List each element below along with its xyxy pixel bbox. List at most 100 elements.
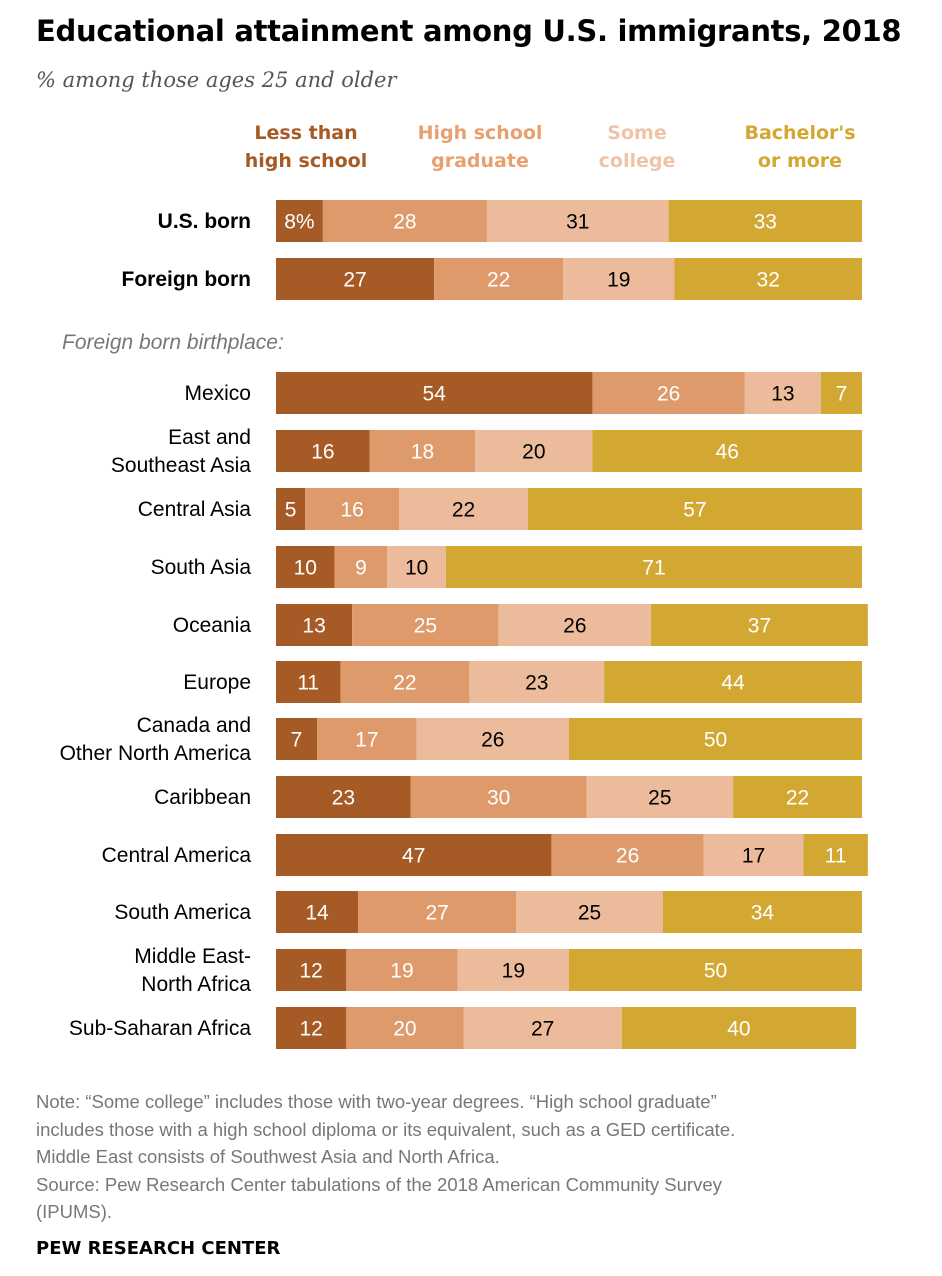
- data-label: 25: [648, 787, 671, 810]
- data-label: 25: [578, 902, 601, 925]
- data-label: 23: [332, 787, 355, 810]
- data-label: 27: [425, 902, 448, 925]
- chart-notes: Note: “Some college” includes those with…: [36, 1088, 896, 1226]
- stacked-bar-chart: Less than high school High school graduate S…: [60, 122, 868, 1049]
- bar-segment: [276, 604, 353, 646]
- data-label: 12: [299, 1018, 322, 1041]
- bar-segment: [651, 604, 868, 646]
- bar-segment: [621, 1007, 857, 1049]
- bar-segment: [276, 372, 593, 414]
- data-label: 23: [525, 672, 548, 695]
- data-label: 33: [754, 211, 777, 234]
- source-line: Source: Pew Research Center tabulations …: [36, 1173, 722, 1195]
- legend-label: graduate: [431, 150, 529, 172]
- bar-segment: [276, 718, 318, 760]
- row-label: South Asia: [151, 556, 252, 579]
- bar-segment: [551, 834, 704, 876]
- bar-segment: [276, 258, 435, 300]
- bar-segment: [276, 834, 552, 876]
- row-label: U.S. born: [158, 210, 251, 233]
- bar-segment: [703, 834, 804, 876]
- row-label: Foreign born: [122, 268, 252, 291]
- bar-segment: [469, 661, 605, 703]
- row-label: Mexico: [184, 382, 251, 405]
- row-label: North Africa: [141, 973, 251, 996]
- bar-segment: [586, 776, 734, 818]
- bar-segment: [387, 546, 446, 588]
- data-label: 19: [607, 269, 630, 292]
- bar-segment: [416, 718, 569, 760]
- bar-segment: [358, 891, 517, 933]
- data-label: 34: [751, 902, 775, 925]
- data-label: 13: [302, 615, 325, 638]
- data-label: 10: [294, 557, 317, 580]
- bar-segment: [733, 776, 862, 818]
- data-label: 57: [683, 499, 706, 522]
- data-label: 25: [414, 615, 437, 638]
- bar-segment: [445, 546, 862, 588]
- data-label: 27: [343, 269, 366, 292]
- data-label: 54: [423, 383, 447, 406]
- data-label: 17: [355, 729, 378, 752]
- row-label: Other North America: [60, 742, 252, 765]
- data-label: 32: [757, 269, 780, 292]
- data-label: 10: [405, 557, 428, 580]
- bar-segment: [334, 546, 388, 588]
- data-label: 31: [566, 211, 589, 234]
- bar-segment: [527, 488, 862, 530]
- data-label: 11: [297, 672, 319, 695]
- legend-label: Bachelor's: [744, 122, 855, 144]
- data-label: 16: [311, 441, 334, 464]
- data-label: 13: [771, 383, 794, 406]
- bar-segment: [803, 834, 868, 876]
- data-label: 47: [402, 845, 425, 868]
- row-label: Sub-Saharan Africa: [69, 1017, 251, 1040]
- bar-segment: [340, 661, 470, 703]
- bar-segment: [563, 258, 675, 300]
- data-label: 9: [355, 557, 367, 580]
- data-label: 14: [305, 902, 329, 925]
- row-label: Central Asia: [138, 498, 252, 521]
- bar-segment: [276, 488, 306, 530]
- data-label: 18: [411, 441, 434, 464]
- bar-segment: [276, 200, 323, 242]
- data-label: 44: [721, 672, 745, 695]
- row-label: Oceania: [173, 614, 252, 637]
- note-line: Middle East consists of Southwest Asia a…: [36, 1146, 500, 1167]
- data-label: 7: [291, 729, 303, 752]
- data-label: 50: [704, 729, 727, 752]
- data-label: 20: [522, 441, 545, 464]
- data-label: 16: [341, 499, 364, 522]
- bar-segment: [305, 488, 400, 530]
- bar-segment: [662, 891, 862, 933]
- legend-label: Some: [607, 122, 666, 144]
- row-label: East and: [168, 426, 251, 449]
- data-label: 20: [393, 1018, 416, 1041]
- bar-segment: [276, 546, 335, 588]
- bar-segment: [457, 949, 569, 991]
- data-label: 11: [825, 845, 847, 868]
- bar-segment: [463, 1007, 622, 1049]
- data-label: 22: [487, 269, 510, 292]
- bar-segment: [475, 430, 593, 472]
- bar-segment: [820, 372, 862, 414]
- data-label: 19: [502, 960, 525, 983]
- data-label: 17: [742, 845, 765, 868]
- bar-segment: [498, 604, 652, 646]
- row-label: Southeast Asia: [111, 454, 251, 477]
- data-label: 71: [642, 557, 665, 580]
- bar-segment: [369, 430, 476, 472]
- bar-segment: [674, 258, 862, 300]
- data-label: 5: [285, 499, 297, 522]
- data-label: 26: [616, 845, 639, 868]
- data-label: 26: [657, 383, 680, 406]
- bar-segment: [276, 949, 347, 991]
- bar-segment: [668, 200, 862, 242]
- bar-segment: [569, 718, 862, 760]
- publisher-name: PEW RESEARCH CENTER: [36, 1238, 281, 1259]
- row-label: Central America: [102, 844, 252, 867]
- data-label: 7: [836, 383, 848, 406]
- chart-subtitle: % among those ages 25 and older: [36, 68, 397, 92]
- bar-segment: [592, 430, 862, 472]
- bar-segment: [276, 1007, 347, 1049]
